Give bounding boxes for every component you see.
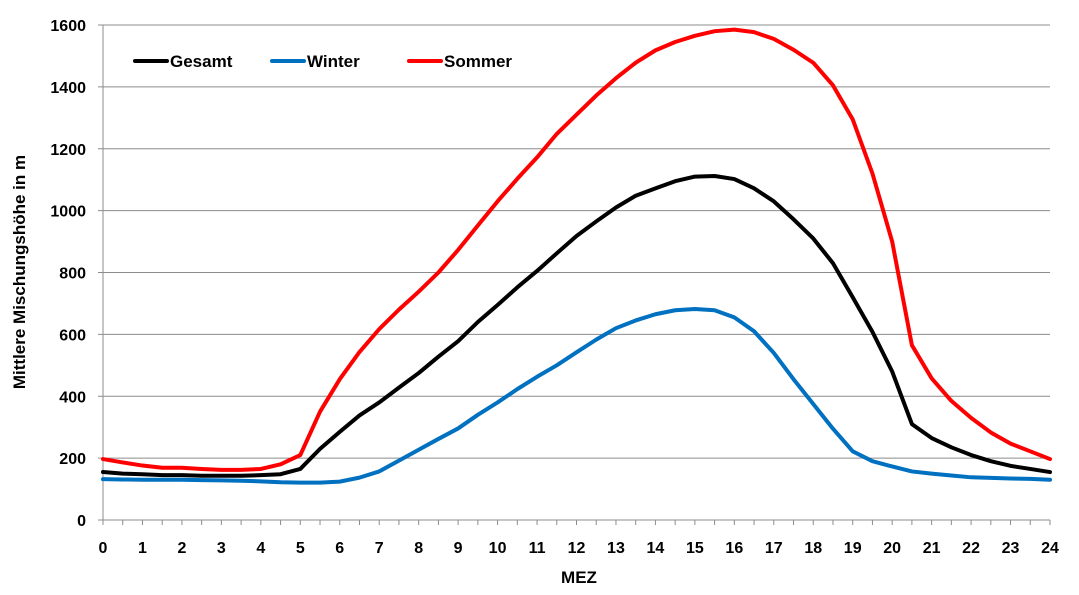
x-tick-label: 24 [1041,540,1059,557]
x-tick-label: 13 [607,540,625,557]
x-tick-label: 0 [99,540,108,557]
legend-label-winter: Winter [307,52,360,71]
horizontal-gridlines [103,24,1050,459]
y-tick-label: 200 [59,451,86,468]
y-tick-label: 1200 [50,142,86,159]
y-tick-label: 600 [59,327,86,344]
series-line-gesamt [101,173,1052,478]
y-tick-label: 1600 [50,18,86,35]
x-tick-label: 6 [335,540,344,557]
x-tick-label: 21 [923,540,941,557]
x-tick-label: 4 [256,540,265,557]
x-axis-title: MEZ [561,568,597,587]
y-tick-label: 1000 [50,204,86,221]
y-axis-title: Mittlere Mischungshöhe in m [10,155,29,389]
x-tick-label: 14 [647,540,665,557]
y-tick-label: 800 [59,266,86,283]
legend: Gesamt Winter Sommer [133,52,512,71]
series-lines [101,27,1052,485]
x-tick-label: 2 [177,540,186,557]
series-line-sommer [101,27,1052,472]
x-tick-label: 8 [414,540,423,557]
x-tick-label: 9 [454,540,463,557]
x-tick-label: 18 [804,540,822,557]
legend-label-gesamt: Gesamt [170,52,233,71]
x-tick-label: 16 [725,540,743,557]
x-tick-label: 22 [962,540,980,557]
x-tick-label: 3 [217,540,226,557]
x-tick-label: 7 [375,540,384,557]
series-line-winter [101,307,1052,485]
x-tick-label: 10 [489,540,507,557]
x-tick-label: 11 [529,540,546,557]
y-tick-label: 400 [59,389,86,406]
x-tick-label: 20 [883,540,901,557]
x-tick-label: 12 [568,540,586,557]
x-tick-label: 19 [844,540,862,557]
x-tick-label: 15 [686,540,704,557]
x-tick-label: 1 [138,540,147,557]
x-tick-label: 23 [1002,540,1020,557]
y-tick-label: 1400 [50,80,86,97]
y-tick-label: 0 [77,513,86,530]
legend-label-sommer: Sommer [444,52,512,71]
x-tick-label: 17 [765,540,783,557]
x-tick-label: 5 [296,540,305,557]
